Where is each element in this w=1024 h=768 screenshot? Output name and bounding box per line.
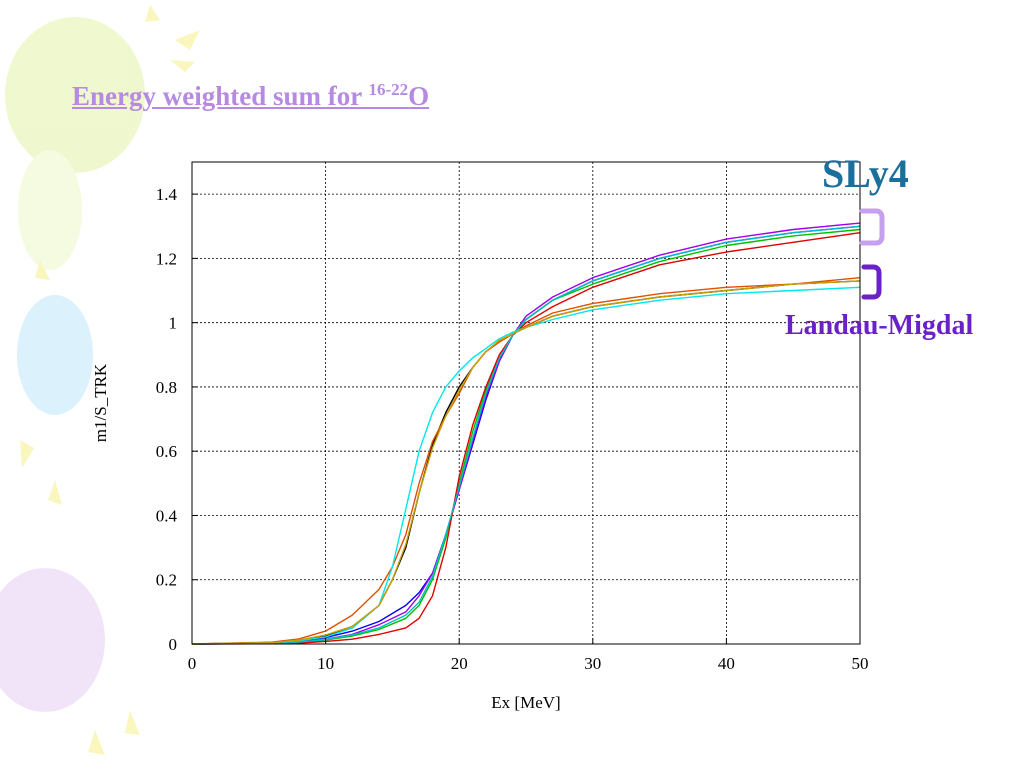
series-line-3 (191, 228, 861, 645)
series-line-9 (191, 280, 861, 645)
y-tick-label: 1.2 (156, 249, 177, 268)
landau-migdal-label: Landau-Migdal (785, 310, 974, 341)
x-tick-label: 10 (317, 654, 334, 673)
slide-title-main: Energy weighted sum for (72, 81, 369, 111)
series-line-5 (191, 225, 861, 645)
x-tick-label: 30 (584, 654, 601, 673)
series-line-8 (191, 286, 861, 645)
y-tick-label: 0.2 (156, 571, 177, 590)
x-tick-label: 0 (188, 654, 197, 673)
y-tick-label: 1.4 (156, 185, 178, 204)
y-tick-label: 1 (169, 314, 178, 333)
series-line-7 (191, 277, 861, 645)
x-tick-label: 50 (852, 654, 869, 673)
slide-title-superscript: 16-22 (368, 80, 409, 99)
sly4-label: SLy4 (822, 151, 909, 196)
series-line-4 (191, 232, 861, 645)
x-tick-label: 20 (451, 654, 468, 673)
y-tick-label: 0.6 (156, 442, 177, 461)
x-axis-label: Ex [MeV] (491, 693, 560, 712)
landau-migdal-group-bracket (861, 264, 882, 300)
sly4-group-bracket (859, 208, 885, 246)
slide-title-element: O (408, 81, 430, 111)
y-tick-label: 0 (169, 635, 178, 654)
plot-frame (191, 161, 861, 645)
y-tick-label: 0.4 (156, 506, 178, 525)
y-axis-label: m1/S_TRK (91, 363, 110, 442)
x-tick-label: 40 (718, 654, 735, 673)
slide-title: Energy weighted sum for 16-22O (72, 80, 429, 112)
y-tick-label: 0.8 (156, 378, 177, 397)
